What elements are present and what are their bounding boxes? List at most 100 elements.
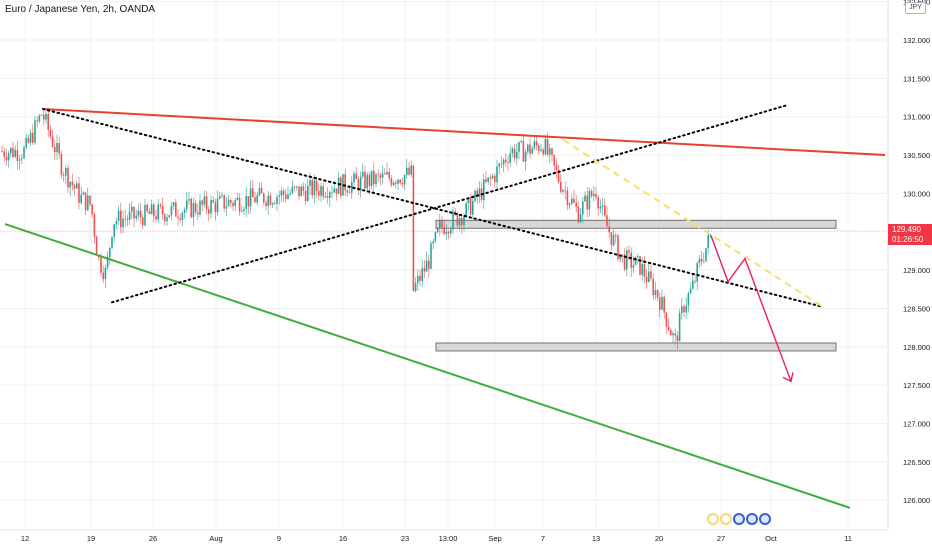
candle-body [355,173,357,180]
y-tick-label: 130.500 [903,151,930,160]
candle-body [168,215,170,218]
event-icon[interactable] [707,513,719,525]
candle-body [148,211,151,215]
candle-body [91,204,93,215]
candle-body [359,176,362,191]
candle-body [10,147,12,154]
event-icon[interactable] [720,513,732,525]
candle-body [399,179,401,183]
candle-body [142,217,144,226]
candle-body [502,159,505,165]
candle-body [115,221,118,225]
candle-body [230,199,232,203]
candle-body [12,147,14,157]
candle-body [527,144,529,152]
candle-body [379,175,382,178]
candle-body [428,260,430,269]
candle-body [45,113,47,120]
candle-body [296,186,298,188]
trendline-solid [4,223,851,509]
candle-body [214,202,217,213]
candle-body [498,163,500,167]
candle-body [474,190,476,201]
event-icon[interactable] [759,513,771,525]
candle-body [280,190,283,196]
x-tick-label: 19 [87,534,95,543]
candle-body [146,204,148,212]
projection-path [710,235,792,382]
candle-body [150,204,153,215]
x-tick-label: 23 [401,534,409,543]
currency-badge[interactable]: JPY [905,2,926,14]
candle-body [124,218,126,220]
candle-body [513,148,516,159]
candle-body [522,141,525,162]
x-tick-label: 27 [717,534,725,543]
candle-body [7,153,10,161]
candle-body [164,214,166,222]
candle-body [326,196,329,198]
candle-body [289,193,291,195]
candle-body [661,296,663,310]
y-tick-label: 128.000 [903,343,930,352]
candle-body [271,203,274,205]
candle-body [557,169,560,182]
candle-body [478,188,481,197]
candle-body [117,210,120,222]
candle-body [62,175,65,176]
candle-body [386,171,388,175]
candle-body [560,181,562,192]
candle-body [69,181,71,188]
y-tick-label: 131.500 [903,74,930,83]
candle-body [678,313,681,342]
price-zones [435,219,837,352]
candle-body [377,174,379,176]
candle-body [311,179,313,196]
candle-body [588,191,591,210]
time-axis: 12 19 26 Aug 9 16 23 13:00 Sep 7 13 20 27 Oct 11 [21,534,852,543]
candle-body [16,149,19,161]
candle-body [575,202,577,207]
candle-body [65,167,67,176]
candle-body [335,188,338,194]
sr-zone [435,342,837,352]
candle-body [153,204,155,217]
trendlines [4,104,886,509]
candle-body [331,192,333,193]
candle-body [441,221,443,228]
candle-body [676,335,679,342]
candle-body [179,218,181,221]
event-icon[interactable] [746,513,758,525]
candle-body [461,218,463,226]
candle-body [709,234,712,236]
candle-body [491,175,494,179]
candle-body [337,177,340,194]
candle-body [417,275,419,284]
candle-body [538,145,540,152]
candle-body [254,197,256,203]
candle-body [555,165,558,170]
candle-body [258,188,261,196]
candle-body [318,190,320,196]
candle-body [307,185,309,201]
candle-body [366,174,368,189]
candle-body [423,268,426,272]
candle-body [309,179,311,186]
candle-body [604,205,606,216]
candle-body [21,157,23,160]
candle-body [544,139,547,155]
candle-body [707,234,709,248]
candle-body [135,215,137,219]
economic-events[interactable] [707,513,771,527]
candle-body [406,167,408,176]
event-icon[interactable] [733,513,745,525]
y-tick-label: 131.000 [903,113,930,122]
candle-body [494,175,496,183]
candle-body [54,146,56,153]
y-tick-label: 126.000 [903,496,930,505]
chart-grid [0,0,888,530]
candle-body [628,250,630,253]
candle-body [612,234,615,246]
x-tick-label: 13:00 [439,534,458,543]
